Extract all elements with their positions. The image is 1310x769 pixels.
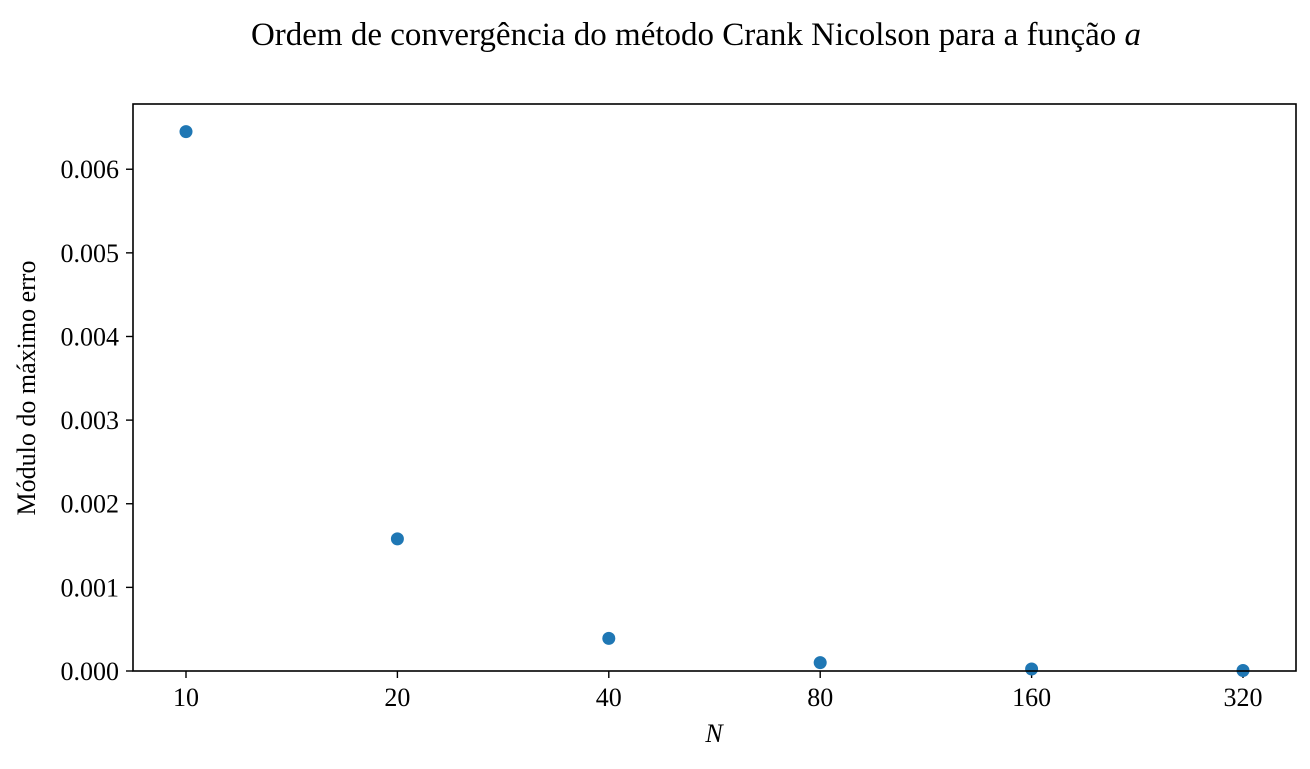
- data-point: [390, 532, 404, 546]
- chart-title: Ordem de convergência do método Crank Ni…: [251, 17, 1141, 53]
- x-axis-ticks: 10 20 40 80 160 320: [173, 671, 1263, 712]
- x-tick-label: 160: [1012, 683, 1051, 712]
- x-tick-label: 10: [173, 683, 199, 712]
- chart-title-math: a: [1125, 17, 1142, 53]
- y-tick-label: 0.003: [61, 406, 120, 435]
- data-point: [602, 631, 616, 645]
- x-axis-label: N: [704, 719, 724, 748]
- data-point: [1025, 662, 1039, 676]
- data-point: [813, 656, 827, 670]
- y-tick-label: 0.000: [61, 657, 120, 686]
- chart-title-text: Ordem de convergência do método Crank Ni…: [251, 17, 1116, 53]
- plot-frame: [132, 103, 1297, 672]
- x-tick-label: 320: [1224, 683, 1263, 712]
- y-axis-ticks: 0.000 0.001 0.002 0.003 0.004 0.005 0.006: [61, 155, 133, 686]
- y-tick-label: 0.002: [61, 490, 120, 519]
- x-tick-label: 20: [384, 683, 410, 712]
- y-tick-label: 0.001: [61, 573, 120, 602]
- y-tick-label: 0.005: [61, 239, 120, 268]
- x-tick-label: 40: [596, 683, 622, 712]
- y-axis-label: Módulo do máximo erro: [12, 261, 41, 516]
- data-point: [179, 125, 193, 139]
- x-tick-label: 80: [807, 683, 833, 712]
- y-tick-label: 0.004: [61, 322, 120, 351]
- y-tick-label: 0.006: [61, 155, 120, 184]
- data-points: [179, 125, 1250, 677]
